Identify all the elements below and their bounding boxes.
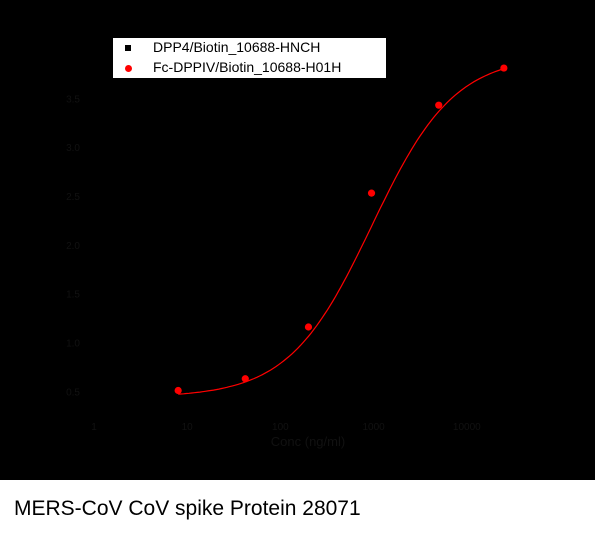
chart: 1 10 100 1000 10000 0.5 1.0 1.5 2.0 2.5 3.0 3.5 Co… — [66, 64, 508, 449]
x-tick-label: 1000 — [362, 422, 385, 433]
y-tick-label: 1.0 — [66, 339, 80, 350]
y-tick-label: 1.5 — [66, 290, 80, 301]
y-tick-label: 3.0 — [66, 143, 80, 154]
x-tick-label: 1 — [91, 422, 97, 433]
data-point — [435, 101, 443, 109]
legend-item-dpp4: DPP4/Biotin_10688-HNCH — [113, 38, 386, 58]
data-point — [500, 64, 508, 72]
y-tick-label: 3.5 — [66, 94, 80, 105]
legend-label: Fc-DPPIV/Biotin_10688-H01H — [153, 59, 342, 75]
x-axis-title: Conc (ng/ml) — [271, 434, 345, 449]
legend-item-fc-dppiv: Fc-DPPIV/Biotin_10688-H01H — [113, 58, 386, 78]
y-tick-label: 2.0 — [66, 241, 80, 252]
data-points — [174, 64, 508, 395]
y-tick-label: 0.5 — [66, 387, 80, 398]
data-point — [304, 323, 313, 331]
plot-area — [0, 0, 595, 480]
y-tick-label: 2.5 — [66, 192, 80, 203]
legend-label: DPP4/Biotin_10688-HNCH — [153, 39, 321, 55]
data-point — [174, 386, 182, 395]
y-axis-ticks: 0.5 1.0 1.5 2.0 2.5 3.0 3.5 — [66, 94, 80, 398]
circle-marker-icon — [125, 65, 132, 72]
figure-caption: MERS-CoV CoV spike Protein 28071 — [14, 497, 361, 520]
square-marker-icon — [125, 45, 131, 51]
x-axis-ticks: 1 10 100 1000 10000 — [91, 422, 481, 433]
data-point — [241, 375, 249, 383]
legend: DPP4/Biotin_10688-HNCH Fc-DPPIV/Biotin_1… — [113, 38, 386, 78]
x-tick-label: 10000 — [453, 422, 481, 433]
data-point — [367, 189, 376, 197]
x-tick-label: 100 — [272, 422, 289, 433]
fit-curve — [178, 68, 505, 395]
x-tick-label: 10 — [182, 422, 194, 433]
